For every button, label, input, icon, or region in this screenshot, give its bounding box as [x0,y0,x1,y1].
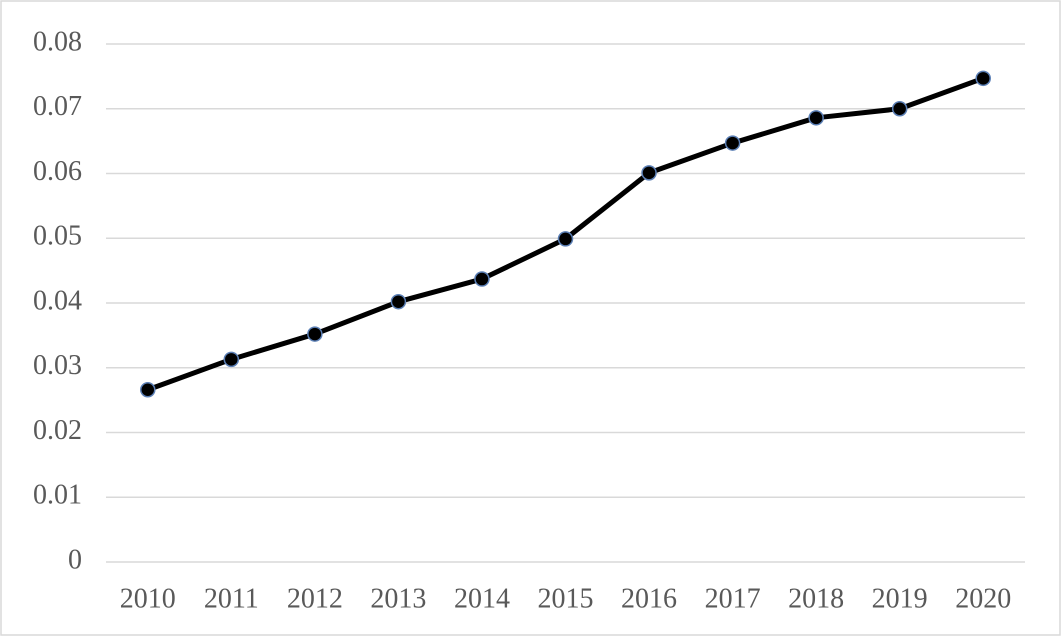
x-tick-label: 2012 [287,583,343,614]
x-tick-label: 2019 [872,583,928,614]
data-point [557,231,574,247]
x-tick-label: 2010 [120,583,176,614]
data-point [891,101,908,117]
x-tick-label: 2017 [705,583,761,614]
data-point [223,351,240,368]
x-tick-label: 2014 [454,583,510,614]
y-tick-label: 0.02 [33,415,82,446]
y-tick-label: 0.08 [33,26,82,57]
x-tick-label: 2020 [955,583,1011,614]
y-tick-label: 0.05 [33,221,82,252]
y-tick-label: 0.04 [33,285,82,316]
x-tick-label: 2016 [621,583,677,614]
data-point [724,135,741,151]
x-tick-label: 2013 [370,583,426,614]
data-point [140,382,156,398]
y-tick-label: 0.03 [33,350,82,381]
y-tick-label: 0.06 [33,156,82,187]
x-tick-label: 2018 [788,583,844,614]
data-point [808,110,824,126]
data-point [641,165,657,181]
y-tick-label: 0.07 [33,91,82,122]
y-tick-label: 0 [68,544,82,575]
x-tick-label: 2015 [538,583,594,614]
data-point [474,271,490,287]
y-tick-label: 0.01 [33,480,82,511]
x-tick-label: 2011 [204,583,259,614]
data-point [307,326,323,342]
data-point [975,70,991,87]
data-point [390,293,407,310]
